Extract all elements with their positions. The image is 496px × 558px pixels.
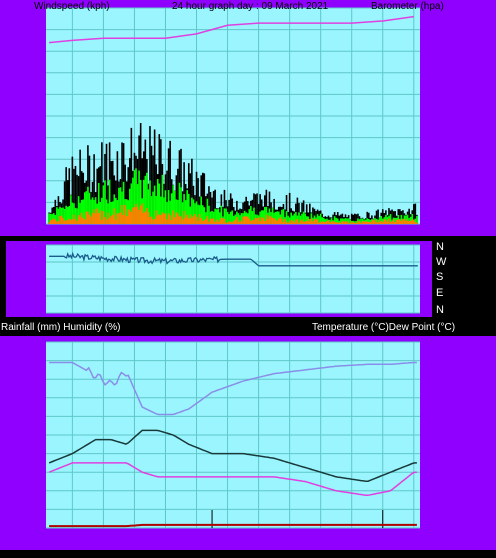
bottom-series-layer (48, 361, 417, 528)
direction-letter-s: S (436, 271, 443, 283)
direction-letter-w: W (436, 256, 447, 268)
wind-direction-line (49, 251, 418, 267)
direction-letter-e: E (436, 287, 443, 299)
barometer-line (49, 15, 414, 44)
direction-letter-n2: N (436, 304, 444, 316)
bottom-grid (46, 341, 420, 529)
rainfall-line (49, 523, 417, 528)
humidity-line (49, 361, 417, 416)
temperature-line (48, 429, 417, 483)
barometer-axis-title: Barometer (hpa) (371, 1, 444, 12)
middle-grid (46, 244, 420, 314)
dewpoint-line (48, 462, 417, 497)
middle-series-layer (49, 251, 418, 267)
rainfall-humidity-title: Rainfall (mm) Humidity (%) (1, 322, 120, 333)
graph-title: 24 hour graph day : 09 March 2021 (172, 1, 329, 12)
top-grid (46, 7, 420, 225)
windspeed-axis-title: Windspeed (kph) (34, 1, 110, 12)
temperature-dewpoint-title: Temperature (°C)Dew Point (°C) (312, 322, 455, 333)
direction-letter-n1: N (436, 241, 444, 253)
top-series-layer (48, 15, 418, 224)
wind-low-bars (48, 203, 418, 224)
